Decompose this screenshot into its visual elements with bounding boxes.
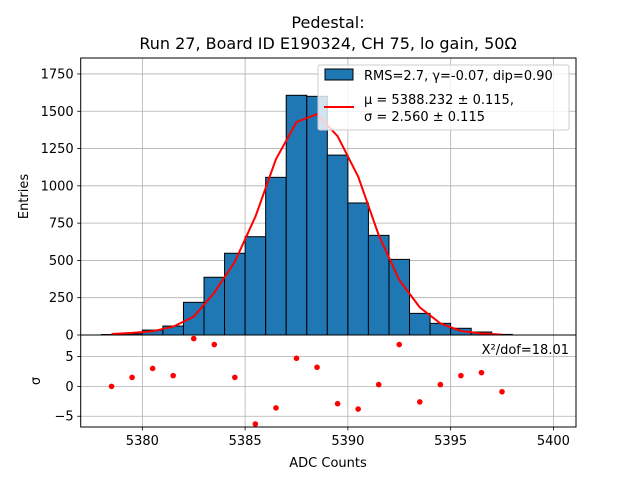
legend: RMS=2.7, γ=-0.07, dip=0.90 μ = 5388.232 … — [317, 64, 570, 131]
top-y-tick-label: 1500 — [41, 105, 74, 120]
legend-box — [317, 64, 570, 131]
x-ticks: 5380 5385 5390 5395 5400 — [126, 427, 570, 449]
legend-histogram-swatch — [324, 68, 354, 81]
top-y-tick-label: 750 — [49, 217, 74, 232]
chart-title-line1: Pedestal: — [291, 13, 364, 32]
residual-point — [375, 381, 382, 388]
x-tick-label: 5390 — [331, 434, 364, 449]
residual-grid — [80, 335, 576, 427]
residual-point — [334, 400, 341, 407]
residual-points — [108, 335, 505, 427]
top-y-tick-label: 250 — [49, 291, 74, 306]
residual-y-ticks: −5 0 5 — [55, 350, 81, 425]
x-tick-label: 5400 — [537, 434, 570, 449]
residual-point — [129, 374, 135, 381]
residual-point — [396, 341, 403, 348]
histogram-bars — [100, 94, 513, 336]
residual-point — [458, 372, 464, 379]
residual-point — [437, 381, 444, 388]
top-y-tick-label: 1000 — [41, 179, 74, 194]
histogram-bar — [285, 94, 308, 336]
histogram-bar — [224, 252, 246, 336]
histogram-bar — [347, 202, 369, 336]
top-y-tick-label: 1250 — [41, 142, 74, 157]
residual-axes-frame — [80, 334, 577, 428]
residual-point — [190, 335, 197, 342]
x-tick-label: 5395 — [434, 434, 467, 449]
residual-point — [170, 372, 176, 379]
residual-point — [108, 383, 115, 390]
histogram-bar — [388, 258, 411, 336]
histogram-bar — [244, 236, 267, 336]
histogram-bar — [306, 95, 328, 336]
residual-point — [314, 364, 320, 371]
residual-y-tick-label: 5 — [65, 350, 73, 365]
residual-y-tick-label: −5 — [55, 410, 74, 425]
histogram-bar — [326, 154, 349, 336]
residual-point — [478, 369, 485, 376]
chart-title-line2: Run 27, Board ID E190324, CH 75, lo gain… — [139, 34, 516, 53]
top-y-ticks: 0 250 500 750 1000 1250 1500 1750 — [41, 67, 81, 344]
legend-fit-label-line2: σ = 2.560 ± 0.115 — [364, 110, 485, 125]
residual-y-axis-label: σ — [29, 377, 44, 385]
residual-point — [293, 355, 300, 362]
residual-annotation: X²/dof=18.01 — [482, 343, 569, 358]
residual-point — [252, 421, 259, 427]
legend-histogram-label: RMS=2.7, γ=-0.07, dip=0.90 — [364, 69, 553, 84]
residual-point — [211, 341, 218, 348]
x-axis-label: ADC Counts — [289, 456, 367, 471]
histogram-bar — [265, 176, 287, 336]
histogram-bar — [203, 276, 226, 336]
top-y-tick-label: 1750 — [41, 67, 74, 82]
fit-line-group — [111, 113, 503, 336]
histogram-bar — [409, 312, 431, 336]
residual-point — [149, 365, 156, 372]
residual-y-tick-label: 0 — [65, 380, 73, 395]
residual-point — [355, 406, 361, 412]
residual-point — [273, 405, 279, 411]
residual-point — [417, 399, 423, 405]
fit-line — [111, 113, 503, 336]
top-y-axis-label: Entries — [17, 174, 32, 220]
x-tick-label: 5380 — [126, 434, 159, 449]
legend-fit-label-line1: μ = 5388.232 ± 0.115, — [364, 93, 514, 108]
residual-point — [499, 388, 505, 395]
top-y-tick-label: 0 — [65, 329, 73, 344]
top-y-tick-label: 500 — [49, 254, 74, 269]
x-tick-label: 5385 — [229, 434, 262, 449]
residual-point — [232, 374, 238, 381]
